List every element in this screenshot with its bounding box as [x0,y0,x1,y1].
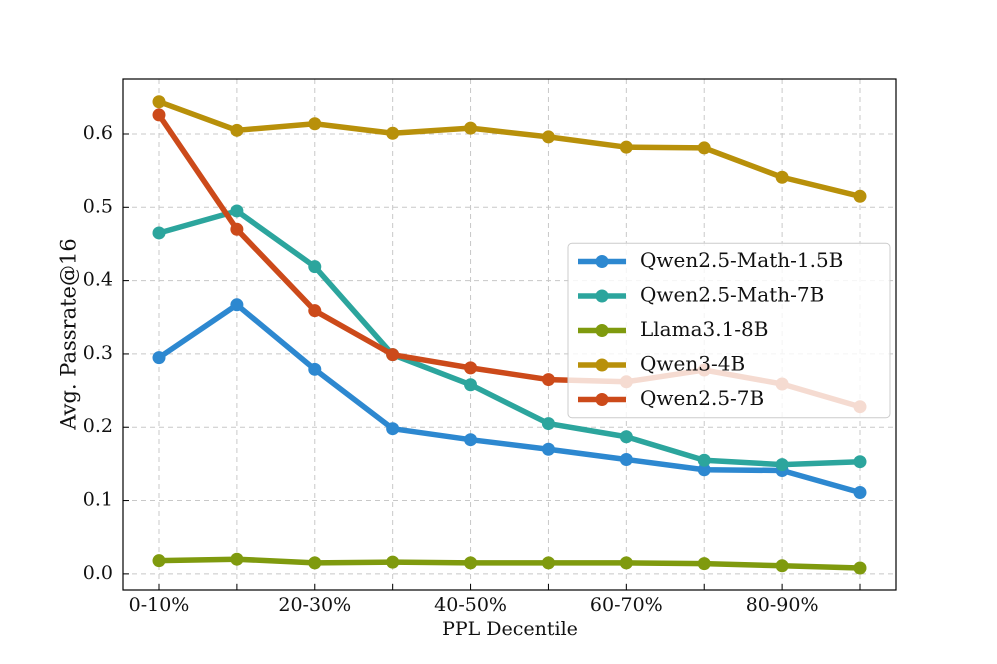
point [308,304,322,318]
point [775,458,789,472]
point [853,189,867,203]
point [541,556,555,570]
point [697,453,711,467]
point [230,204,244,218]
point [464,378,478,392]
legend-marker [595,255,609,268]
point [619,430,633,444]
series-line [157,302,861,496]
x-tick-label: 80-90% [746,594,819,616]
point [619,453,633,467]
y-tick-label: 0.1 [83,489,113,511]
plot-frame [122,78,897,591]
point [464,121,478,135]
y-axis-label: Avg. Passrate@16 [57,238,81,430]
point [152,554,166,568]
series-line [158,208,861,468]
point [152,226,166,240]
point [152,351,166,365]
point [697,141,711,155]
point [386,422,400,436]
point [308,117,322,131]
y-tick-label: 0.3 [83,342,113,364]
point [386,555,400,569]
point [775,559,789,573]
point [230,552,244,566]
point [386,348,400,362]
point [775,170,789,184]
point [464,361,478,375]
legend-marker [595,289,609,303]
point [308,260,322,274]
point [230,123,244,137]
point [697,557,711,571]
legend-box [567,242,891,419]
point [386,126,400,140]
point [230,222,244,236]
series-line [158,99,861,199]
y-tick-label: 0.6 [83,122,113,144]
x-tick-label: 0-10% [129,594,190,616]
legend-label: Llama3.1-8B [640,317,768,341]
point [308,362,322,376]
x-tick-label: 20-30% [278,594,351,616]
legend-label: Qwen2.5-Math-7B [640,283,824,307]
point [308,556,322,570]
legend-label: Qwen3-4B [640,352,745,376]
y-tick-label: 0.2 [83,415,113,437]
y-tick-label: 0.0 [83,562,113,584]
legend-label: Qwen2.5-Math-1.5B [640,248,843,272]
legend-marker [595,393,609,406]
legend-label: Qwen2.5-7B [640,386,764,410]
point [853,561,867,575]
point [464,433,478,447]
point [853,455,867,469]
point [464,556,478,570]
point [619,556,633,570]
point [853,485,867,499]
point [541,373,555,387]
point [619,140,633,154]
point [541,442,555,456]
legend-marker [595,324,609,337]
legend: Qwen2.5-Math-1.5B Qwen2.5-Math-7B Llama3.1… [567,242,891,419]
x-tick-label: 60-70% [590,594,663,616]
x-tick-label: 40-50% [434,594,507,616]
y-tick-label: 0.5 [83,195,113,217]
point [541,417,555,431]
legend-marker [595,358,609,372]
point [697,463,711,477]
x-axis-label: PPL Decentile [442,618,578,640]
point [541,130,555,144]
point [230,298,244,312]
point [152,95,166,109]
point [152,108,166,122]
series-line [158,556,861,571]
y-tick-label: 0.4 [83,269,113,291]
